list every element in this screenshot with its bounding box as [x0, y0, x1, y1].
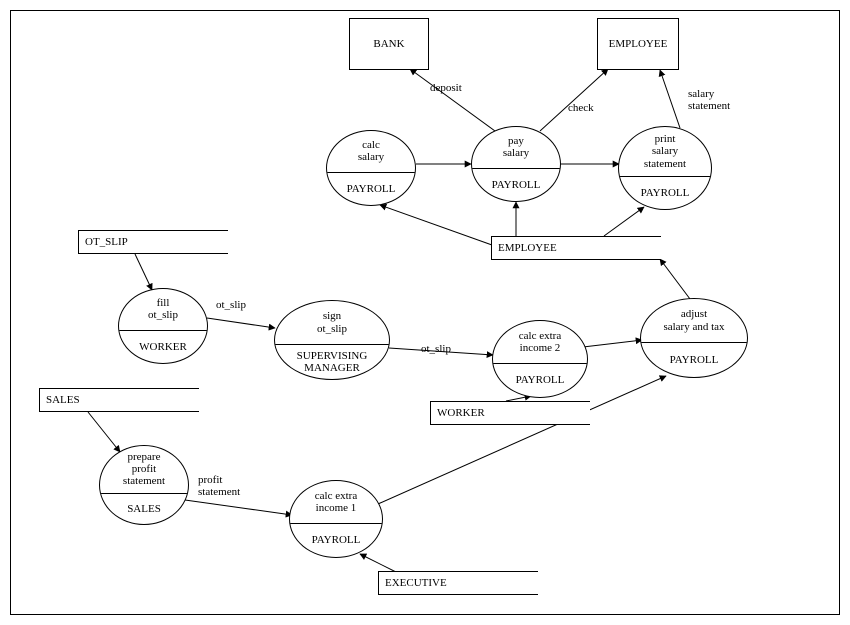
edge-label-2: salarystatement [688, 89, 730, 112]
process-calc-extra2: calc extraincome 2 PAYROLL [492, 320, 588, 398]
process-print-stmt: printsalarystatement PAYROLL [618, 126, 712, 210]
edge-label-11: ot_slip [421, 344, 451, 356]
store-ot-slip-label: OT_SLIP [85, 236, 128, 248]
edge-13 [583, 340, 642, 347]
process-adjust: adjustsalary and tax PAYROLL [640, 298, 748, 378]
edge-14 [88, 412, 120, 452]
edge-10 [207, 318, 275, 328]
edge-0 [410, 69, 495, 131]
edge-9 [135, 254, 152, 290]
process-pay-salary: paysalary PAYROLL [471, 126, 561, 202]
store-employee: EMPLOYEE [491, 236, 661, 260]
edge-label-10: ot_slip [216, 300, 246, 312]
entity-bank-label: BANK [373, 38, 404, 50]
edge-label-1: check [568, 103, 594, 115]
process-calc-extra1: calc extraincome 1 PAYROLL [289, 480, 383, 558]
store-worker-label: WORKER [437, 407, 485, 419]
store-executive: EXECUTIVE [378, 571, 538, 595]
edge-15 [185, 500, 292, 515]
edge-label-15: profitstatement [198, 475, 240, 498]
process-prepare-profit: prepareprofitstatement SALES [99, 445, 189, 525]
entity-bank: BANK [349, 18, 429, 70]
store-executive-label: EXECUTIVE [385, 577, 447, 589]
entity-employee: EMPLOYEE [597, 18, 679, 70]
store-sales: SALES [39, 388, 199, 412]
store-ot-slip: OT_SLIP [78, 230, 228, 254]
edge-label-0: deposit [430, 83, 462, 95]
entity-employee-label: EMPLOYEE [609, 38, 668, 50]
store-sales-label: SALES [46, 394, 80, 406]
process-calc-salary: calcsalary PAYROLL [326, 130, 416, 206]
edge-2 [660, 70, 680, 128]
process-fill-ot: fillot_slip WORKER [118, 288, 208, 364]
process-sign-ot: signot_slip SUPERVISINGMANAGER [274, 300, 390, 380]
edge-8 [660, 259, 690, 299]
store-employee-label: EMPLOYEE [498, 242, 557, 254]
store-worker: WORKER [430, 401, 590, 425]
edge-1 [540, 69, 608, 131]
edge-5 [380, 205, 492, 245]
edge-7 [604, 207, 644, 236]
